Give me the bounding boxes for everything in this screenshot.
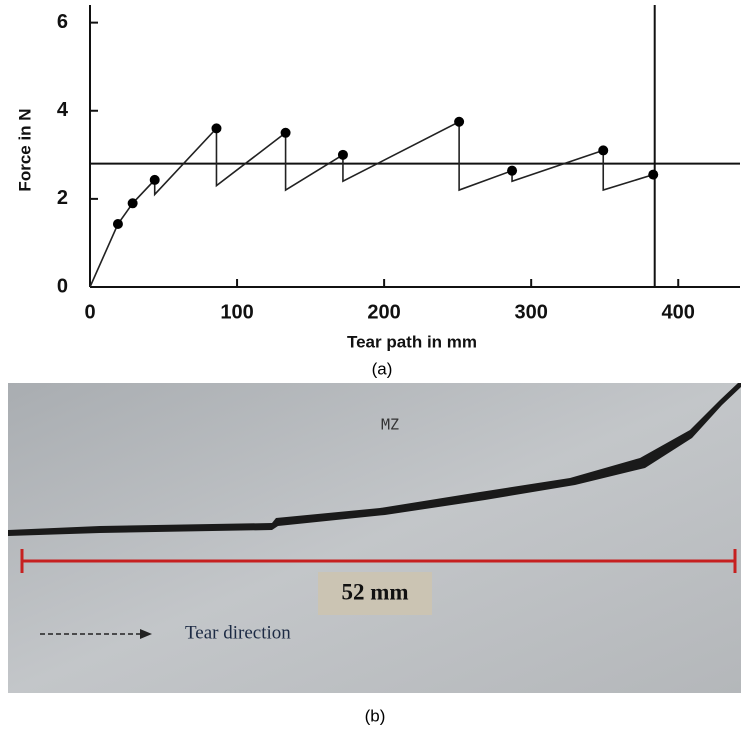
scale-label-bg: [318, 572, 432, 615]
data-point: [280, 127, 291, 138]
data-point: [454, 116, 465, 127]
caption: (a): [372, 359, 393, 378]
data-line: [89, 120, 654, 288]
caption: (b): [365, 706, 386, 725]
photo-label: MZ: [381, 416, 399, 434]
y-tick-label: 6: [57, 11, 68, 33]
data-point: [127, 198, 138, 209]
x-tick-label: 200: [367, 301, 400, 323]
x-tick-label: 0: [84, 301, 95, 323]
x-tick-label: 100: [220, 301, 253, 323]
data-point: [337, 149, 348, 160]
y-tick-label: 0: [57, 275, 68, 297]
data-point: [211, 123, 222, 134]
data-point: [149, 174, 160, 185]
data-point: [507, 165, 518, 176]
data-point: [112, 218, 123, 229]
x-tick-label: 400: [662, 301, 695, 323]
x-axis-label: Tear path in mm: [347, 332, 477, 351]
data-point: [598, 145, 609, 156]
y-axis-label: Force in N: [15, 108, 34, 191]
x-tick-label: 300: [514, 301, 547, 323]
photo-background: [8, 383, 741, 693]
y-tick-label: 4: [57, 99, 69, 121]
data-point: [648, 169, 659, 180]
photo: MZ 52 mm Tear direction: [8, 383, 741, 693]
direction-label: Tear direction: [185, 622, 291, 643]
direction-arrowhead: [140, 629, 152, 639]
scale-label: 52 mm: [341, 579, 408, 604]
y-tick-label: 2: [57, 187, 68, 209]
